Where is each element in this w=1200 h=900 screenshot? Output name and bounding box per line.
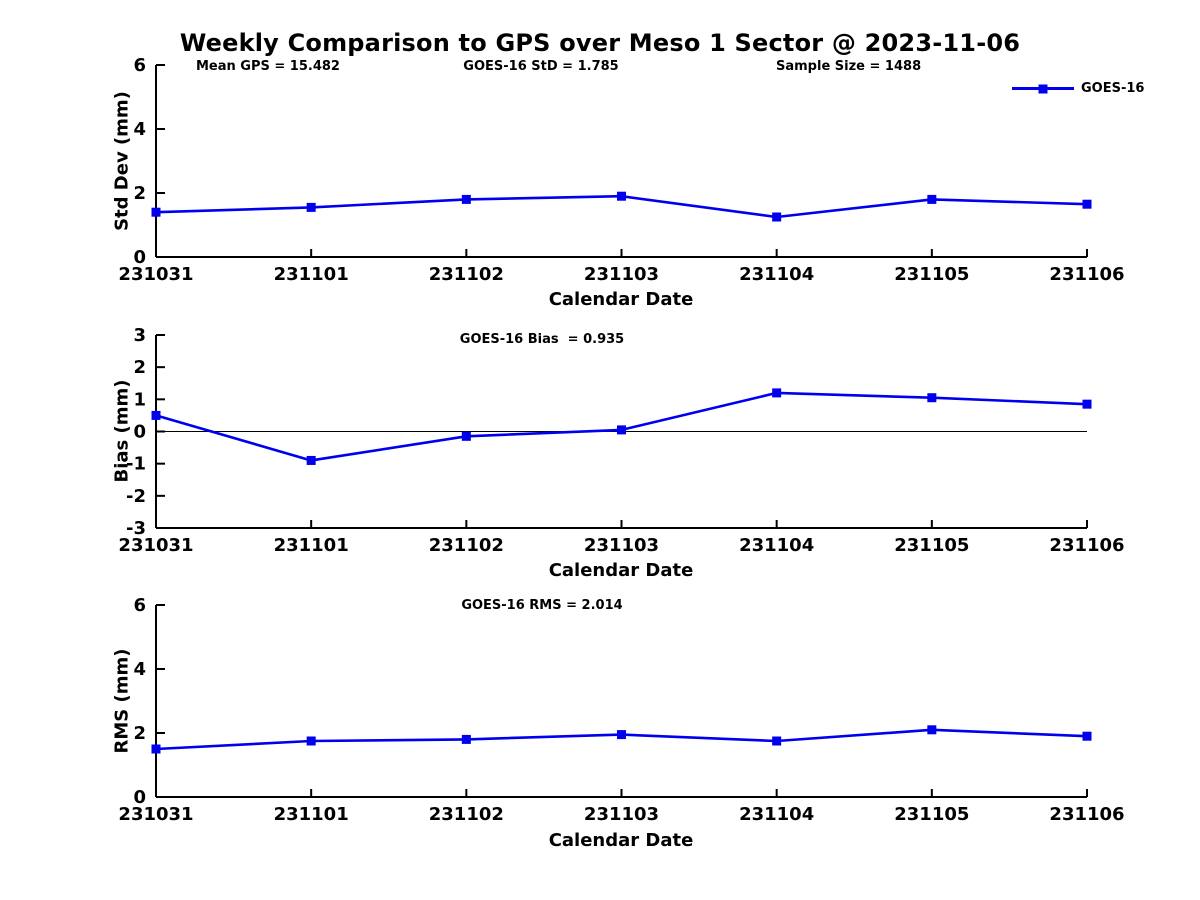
bias-series-square-marker-icon: [151, 410, 161, 420]
rms-x-tick-label: 231105: [894, 804, 969, 825]
bias-x-tick-label: 231031: [118, 535, 193, 556]
bias-series-square-marker-icon: [1082, 399, 1092, 409]
stddev-y-tick-label: 0: [133, 247, 146, 268]
rms-x-tick-label: 231101: [274, 804, 349, 825]
bias-y-tick-label: -1: [126, 454, 146, 475]
rms-y-tick-label: 4: [133, 659, 146, 680]
stddev-series-square-marker-icon: [927, 194, 937, 204]
bias-y-tick-label: 2: [133, 357, 146, 378]
rms-x-tick-label: 231031: [118, 804, 193, 825]
stddev-x-tick-label: 231103: [584, 264, 659, 285]
bias-y-tick-label: 3: [133, 325, 146, 346]
annotation-sample-size: Sample Size = 1488: [776, 59, 922, 74]
bias-x-tick-label: 231105: [894, 535, 969, 556]
subplot-bias: -3 -2 -1 0 1 2 3 231031 231101 231102 231103 231104…: [118, 325, 1124, 556]
stddev-x-tick-label: 231102: [429, 264, 504, 285]
stddev-series-square-marker-icon: [772, 212, 782, 222]
legend: GOES-16: [1012, 81, 1144, 96]
rms-series-square-marker-icon: [306, 736, 316, 746]
legend-line-sample: [1012, 84, 1074, 93]
rms-series-square-marker-icon: [927, 725, 937, 735]
rms-series-square-marker-icon: [772, 736, 782, 746]
bias-x-tick-label: 231104: [739, 535, 814, 556]
rms-y-tick-label: 0: [133, 787, 146, 808]
legend-square-marker-icon: [1038, 84, 1048, 93]
rms-x-tick-label: 231106: [1049, 804, 1124, 825]
xlabel-calendar-date-bias: Calendar Date: [548, 560, 694, 581]
rms-x-tick-label: 231104: [739, 804, 814, 825]
rms-x-tick-label: 231103: [584, 804, 659, 825]
bias-y-tick-label: 1: [133, 389, 146, 410]
stddev-y-tick-label: 2: [133, 183, 146, 204]
stddev-x-tick-label: 231101: [274, 264, 349, 285]
bias-x-tick-label: 231101: [274, 535, 349, 556]
bias-x-tick-label: 231103: [584, 535, 659, 556]
annotation-goes16-rms: GOES-16 RMS = 2.014: [461, 598, 623, 613]
bias-y-tick-label: -3: [126, 518, 146, 539]
stddev-series-square-marker-icon: [306, 202, 316, 212]
bias-series-square-marker-icon: [306, 455, 316, 465]
chart-title: Weekly Comparison to GPS over Meso 1 Sec…: [179, 29, 1021, 57]
legend-label: GOES-16: [1081, 81, 1145, 96]
rms-y-tick-label: 6: [133, 595, 146, 616]
annotation-goes16-bias: GOES-16 Bias = 0.935: [459, 332, 625, 347]
rms-series-square-marker-icon: [461, 734, 471, 744]
subplot-rms: 0 2 4 6 231031 231101 231102 231103 231104 231105…: [118, 595, 1124, 825]
stddev-series-square-marker-icon: [461, 194, 471, 204]
bias-x-tick-label: 231106: [1049, 535, 1124, 556]
annotation-mean-gps: Mean GPS = 15.482: [196, 59, 340, 74]
ylabel-bias: Bias (mm): [111, 379, 133, 483]
rms-x-tick-label: 231102: [429, 804, 504, 825]
stddev-series-square-marker-icon: [151, 207, 161, 217]
ylabel-rms: RMS (mm): [111, 648, 133, 754]
bias-series-square-marker-icon: [461, 431, 471, 441]
bias-series-square-marker-icon: [772, 388, 782, 398]
stddev-x-tick-label: 231104: [739, 264, 814, 285]
xlabel-calendar-date-rms: Calendar Date: [548, 830, 694, 851]
stddev-x-tick-label: 231106: [1049, 264, 1124, 285]
ylabel-stddev: Std Dev (mm): [111, 91, 133, 231]
bias-x-tick-label: 231102: [429, 535, 504, 556]
bias-y-tick-label: 0: [133, 422, 146, 443]
rms-series-square-marker-icon: [1082, 731, 1092, 741]
rms-series-square-marker-icon: [617, 730, 626, 740]
bias-y-tick-label: -2: [126, 486, 146, 507]
bias-series-square-marker-icon: [617, 425, 626, 435]
stddev-series-square-marker-icon: [1082, 199, 1092, 209]
rms-series-square-marker-icon: [151, 744, 161, 754]
xlabel-calendar-date-stddev: Calendar Date: [548, 289, 694, 310]
stddev-series-square-marker-icon: [617, 191, 626, 201]
stddev-x-tick-label: 231031: [118, 264, 193, 285]
stddev-y-tick-label: 4: [133, 119, 146, 140]
subplot-stddev: 0 2 4 6 231031 231101 231102 231103 231104 231105…: [118, 55, 1124, 285]
rms-y-tick-label: 2: [133, 723, 146, 744]
annotation-goes16-std: GOES-16 StD = 1.785: [463, 59, 619, 74]
bias-series-square-marker-icon: [927, 393, 937, 403]
stddev-x-tick-label: 231105: [894, 264, 969, 285]
stddev-y-tick-label: 6: [133, 55, 146, 76]
